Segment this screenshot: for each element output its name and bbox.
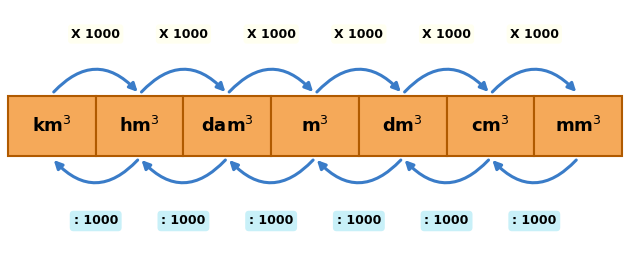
Text: km$^3$: km$^3$ [32, 116, 72, 136]
Text: : 1000: : 1000 [512, 215, 556, 228]
Bar [8, 96, 96, 156]
Text: X 1000: X 1000 [71, 27, 120, 40]
Text: dam$^3$: dam$^3$ [201, 116, 254, 136]
Text: X 1000: X 1000 [335, 27, 384, 40]
Bar [271, 96, 359, 156]
Text: X 1000: X 1000 [246, 27, 295, 40]
Bar [183, 96, 271, 156]
Text: X 1000: X 1000 [159, 27, 208, 40]
Bar [447, 96, 534, 156]
Text: : 1000: : 1000 [425, 215, 469, 228]
Text: dm$^3$: dm$^3$ [382, 116, 423, 136]
Text: X 1000: X 1000 [510, 27, 559, 40]
Text: : 1000: : 1000 [249, 215, 294, 228]
Text: : 1000: : 1000 [161, 215, 205, 228]
Text: m$^3$: m$^3$ [301, 116, 329, 136]
Text: cm$^3$: cm$^3$ [471, 116, 510, 136]
Text: hm$^3$: hm$^3$ [119, 116, 160, 136]
Text: : 1000: : 1000 [74, 215, 118, 228]
Bar [359, 96, 447, 156]
Text: X 1000: X 1000 [422, 27, 471, 40]
Text: mm$^3$: mm$^3$ [555, 116, 602, 136]
Bar [534, 96, 622, 156]
Bar [96, 96, 183, 156]
Text: : 1000: : 1000 [336, 215, 381, 228]
